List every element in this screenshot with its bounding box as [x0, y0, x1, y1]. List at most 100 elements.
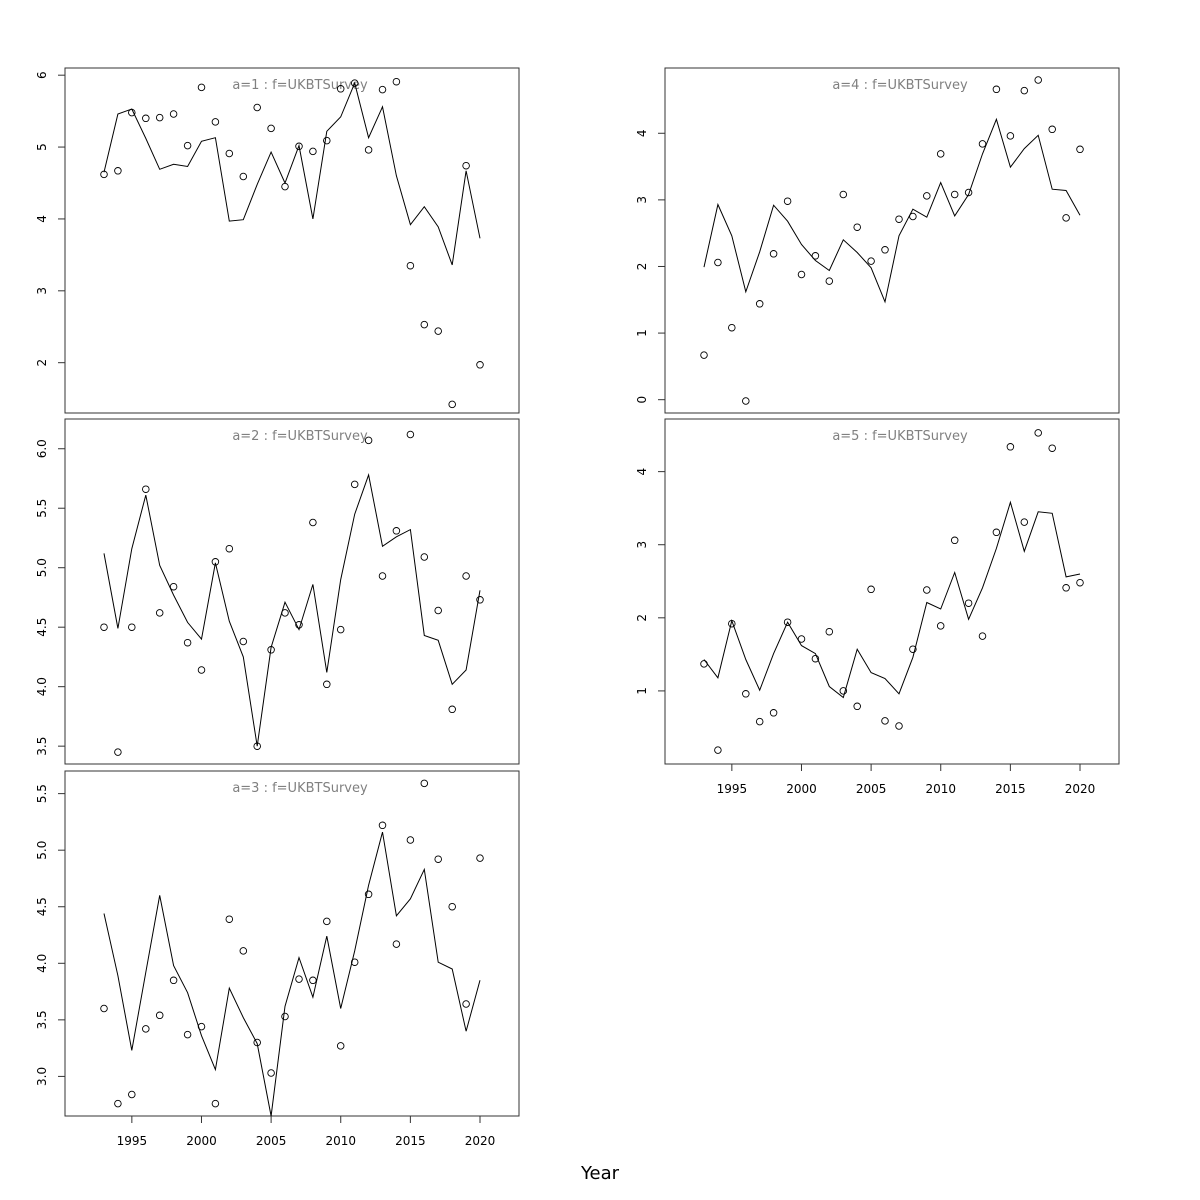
observed-point — [155, 609, 164, 617]
x-axis-label: Year — [580, 1163, 620, 1184]
observed-point — [281, 1012, 289, 1021]
observed-point — [950, 190, 959, 199]
observed-point — [936, 150, 945, 158]
observed-point — [964, 188, 973, 197]
observed-point — [909, 645, 917, 653]
observed-point — [895, 215, 903, 223]
observed-point — [797, 270, 806, 279]
panel-frame — [664, 67, 1120, 414]
observed-point — [420, 553, 429, 561]
observed-point — [1020, 518, 1029, 526]
observed-point — [281, 182, 289, 191]
observed-point — [336, 85, 345, 93]
observed-point — [309, 147, 317, 156]
observed-point — [839, 190, 848, 199]
observed-point — [114, 167, 122, 175]
y-tick-label: 3.5 — [35, 737, 49, 756]
y-tick-label: 0 — [635, 396, 649, 404]
observed-point — [253, 1038, 261, 1047]
observed-point — [1034, 429, 1042, 437]
observed-point — [825, 627, 834, 636]
panel-frame — [64, 418, 520, 765]
observed-point — [923, 586, 931, 594]
observed-point — [783, 618, 792, 626]
observed-point — [923, 192, 931, 200]
observed-point — [364, 146, 373, 154]
observed-point — [700, 351, 708, 359]
observed-point — [350, 958, 359, 966]
observed-point — [936, 622, 945, 630]
observed-point — [183, 141, 192, 150]
y-tick-label: 5.0 — [35, 558, 49, 577]
fitted-line — [103, 81, 481, 266]
observed-point — [462, 1000, 470, 1008]
observed-point — [769, 709, 778, 717]
observed-point — [323, 136, 331, 145]
observed-point — [169, 582, 178, 591]
observed-point — [239, 172, 248, 181]
y-tick-label: 1 — [635, 687, 649, 695]
panel-5: a=5 : f=UKBTSurvey 1 2 3 4 1995 2000 2005 2010 20… — [635, 418, 1120, 796]
observed-point — [1034, 76, 1042, 84]
observed-point — [336, 625, 345, 634]
panel-1: a=1 : f=UKBTSurvey 2 3 4 5 6 — [35, 67, 520, 414]
observed-point — [867, 585, 875, 594]
x-tick-label: 1995 — [717, 782, 748, 796]
observed-point — [476, 854, 484, 862]
x-tick-label: 2020 — [465, 1134, 496, 1148]
y-tick-label: 3 — [635, 196, 649, 204]
observed-point — [350, 79, 359, 87]
observed-point — [350, 480, 359, 489]
observed-point — [197, 83, 206, 92]
observed-point — [434, 855, 442, 863]
observed-point — [211, 1099, 220, 1108]
observed-point — [183, 638, 192, 647]
observed-point — [462, 161, 470, 170]
observed-point — [295, 975, 303, 983]
observed-point — [128, 1090, 136, 1099]
observed-point — [420, 320, 429, 329]
observed-point — [755, 300, 764, 308]
observed-point — [853, 702, 861, 711]
observed-point — [1076, 145, 1084, 154]
observed-point — [448, 400, 456, 409]
y-tick-label: 3.5 — [35, 1010, 49, 1029]
observed-point — [406, 430, 415, 439]
observed-point — [323, 680, 331, 689]
x-tick-label: 2000 — [786, 782, 817, 796]
y-tick-label: 4.0 — [35, 677, 49, 696]
observed-point — [1006, 443, 1015, 451]
observed-point — [309, 518, 317, 527]
observed-point — [323, 917, 331, 926]
y-tick-label: 4.5 — [35, 618, 49, 637]
observed-point — [867, 257, 875, 265]
y-tick-label: 2 — [35, 359, 49, 367]
observed-point — [1062, 584, 1070, 592]
observed-point — [197, 666, 206, 674]
observed-point — [253, 103, 261, 112]
observed-point — [420, 779, 429, 788]
fitted-line — [103, 831, 481, 1117]
panel-frame — [64, 770, 520, 1117]
observed-point — [992, 85, 1001, 94]
observed-point — [783, 197, 792, 205]
observed-point — [225, 915, 234, 923]
y-tick-label: 4 — [635, 468, 649, 476]
observed-point — [336, 1042, 345, 1050]
observed-point — [714, 258, 722, 267]
x-tick-label: 2020 — [1065, 782, 1096, 796]
observed-point — [1020, 86, 1029, 95]
observed-point — [406, 261, 415, 270]
observed-point — [728, 323, 736, 332]
observed-point — [239, 947, 248, 955]
observed-point — [378, 821, 387, 830]
panel-title: a=2 : f=UKBTSurvey — [232, 429, 368, 444]
observed-point — [881, 717, 889, 725]
observed-point — [811, 252, 820, 260]
y-tick-label: 4 — [35, 215, 49, 223]
observed-point — [462, 572, 470, 580]
observed-point — [1048, 444, 1056, 452]
y-tick-label: 5.5 — [35, 784, 49, 803]
x-tick-label: 2010 — [925, 782, 956, 796]
fitted-line — [703, 117, 1081, 304]
